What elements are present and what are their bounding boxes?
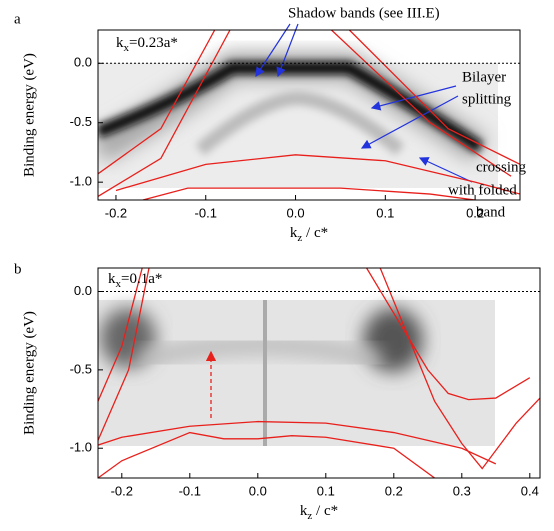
annotation: Bilayer (462, 69, 506, 85)
band-line (331, 30, 512, 177)
x-axis-label-part: z (307, 510, 312, 522)
band-line (98, 30, 216, 175)
kx-label-part: k (116, 35, 124, 51)
y-tick-label: 0.0 (74, 283, 92, 298)
kx-label-part: =0.23a* (129, 35, 178, 51)
annotation: with folded (448, 182, 517, 198)
x-tick-label: 0.4 (521, 483, 539, 498)
arpes-image-a (98, 51, 498, 188)
x-axis-label-part: / c* (302, 225, 328, 241)
x-tick-label: 0.1 (317, 483, 335, 498)
arpes-image-b (98, 300, 495, 446)
x-tick-label: 0.0 (286, 205, 304, 220)
y-tick-label: -1.0 (70, 174, 92, 189)
band-line (98, 420, 497, 465)
annotation: Shadow bands (see III.E) (288, 5, 440, 21)
kx-label: kx=0.23a* (116, 35, 178, 53)
y-tick-label: -0.5 (70, 361, 92, 376)
x-tick-label: -0.1 (195, 205, 217, 220)
x-axis-label-part: k (300, 503, 308, 519)
band-line (98, 30, 231, 197)
x-axis-label: kz / c* (290, 225, 328, 243)
annotation: crossing (476, 159, 526, 175)
panel-label: a (14, 11, 21, 27)
band-line (98, 268, 143, 402)
kx-label: kx=0.1a* (108, 271, 162, 289)
plot-frame (97, 267, 541, 479)
annotation: band (476, 204, 506, 220)
x-tick-label: -0.2 (105, 205, 127, 220)
kx-label-part: x (116, 278, 122, 290)
x-tick-label: 0.0 (249, 483, 267, 498)
plot-frame (97, 29, 521, 201)
y-tick-label: 0.0 (74, 55, 92, 70)
y-axis-label: Binding energy (eV) (21, 53, 37, 177)
band-line (98, 431, 435, 478)
x-tick-label: -0.1 (179, 483, 201, 498)
annotation-arrows (255, 23, 473, 183)
band-line (98, 268, 150, 441)
kx-label-part: k (108, 271, 116, 287)
kx-label-part: x (124, 42, 130, 54)
band-line (142, 187, 476, 200)
y-axis-label: Binding energy (eV) (21, 311, 37, 435)
band-line (366, 268, 531, 401)
x-tick-label: 0.1 (376, 205, 394, 220)
model-bands (98, 268, 540, 478)
annotation: splitting (462, 91, 512, 107)
x-tick-label: 0.2 (385, 483, 403, 498)
x-axis-label: kz / c* (300, 503, 338, 521)
x-tick-label: -0.2 (111, 483, 133, 498)
x-axis-label-part: / c* (312, 503, 338, 519)
x-axis-label-part: z (297, 232, 302, 244)
panel-label: b (14, 261, 22, 277)
x-tick-label: 0.3 (453, 483, 471, 498)
x-tick-label: 0.2 (466, 205, 484, 220)
band-line (115, 154, 520, 195)
x-axis-label-part: k (290, 225, 298, 241)
y-tick-label: -1.0 (70, 440, 92, 455)
kx-label-part: =0.1a* (121, 271, 162, 287)
band-line (379, 268, 540, 470)
y-tick-label: -0.5 (70, 114, 92, 129)
